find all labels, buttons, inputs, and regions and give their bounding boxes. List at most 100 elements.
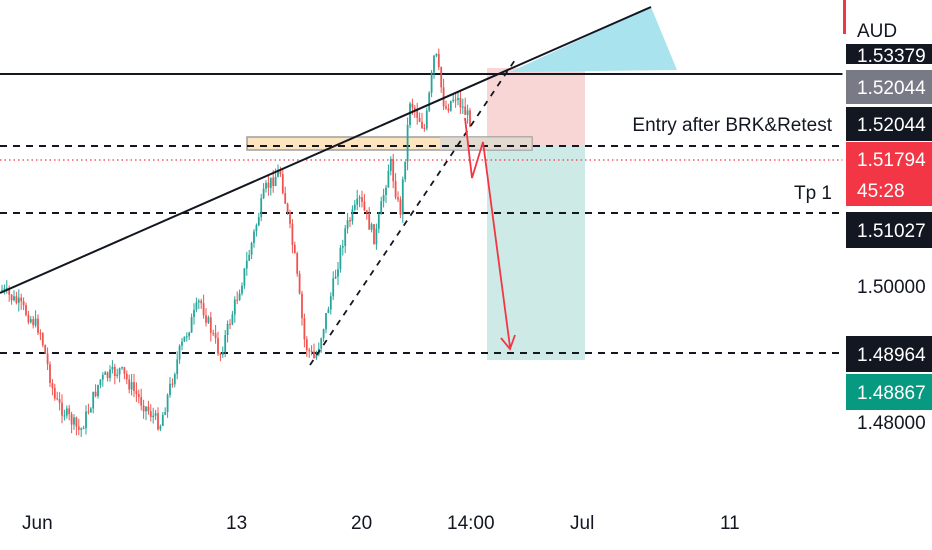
candle-body (375, 228, 378, 245)
candle-body (265, 182, 267, 189)
candle-body (70, 414, 73, 425)
candle-body (423, 128, 426, 130)
candle-body (13, 296, 15, 301)
candle-body (329, 296, 332, 310)
candle-body (58, 399, 61, 403)
candle-body (46, 353, 49, 365)
candle-body (277, 170, 279, 177)
candle-body (413, 107, 416, 111)
candle-body (75, 417, 78, 427)
price-axis[interactable]: AUD 1.53379 1.52044 1.52044 1.51794 45:2… (842, 0, 932, 500)
time-axis[interactable]: Jun 13 20 14:00 Jul 11 (0, 499, 932, 534)
candle-body (301, 293, 303, 319)
candle-body (22, 301, 25, 306)
candle-body (387, 170, 390, 188)
candle-body (339, 247, 342, 270)
candle-body (178, 345, 181, 360)
candle-body (202, 303, 205, 316)
candle-body (85, 411, 87, 429)
candle-body (142, 405, 145, 412)
candle-body (344, 228, 347, 246)
candle-body (185, 336, 188, 338)
candle-body (466, 110, 469, 115)
candle-body (205, 315, 207, 323)
candle-body (245, 260, 248, 269)
candle-body (449, 101, 452, 111)
candle-body (133, 382, 135, 391)
candle-body (332, 278, 335, 297)
candle-body (421, 121, 423, 129)
candle-body (183, 336, 186, 342)
price-tick-1: 1.50000 (857, 277, 926, 298)
candle-body (125, 373, 128, 380)
retest-zone-gray (440, 137, 532, 150)
time-label-13: 13 (226, 513, 247, 534)
candle-body (346, 220, 349, 229)
price-badge-current (846, 142, 932, 206)
candle-body (145, 406, 147, 412)
candle-body (176, 359, 179, 375)
candle-body (80, 428, 83, 430)
candle-body (51, 383, 54, 388)
candle-body (406, 125, 409, 162)
candle-body (161, 414, 164, 426)
candle-body (389, 159, 392, 171)
candle-body (445, 106, 447, 109)
candle-body (41, 333, 44, 346)
candle-body (229, 323, 231, 325)
candle-body (296, 253, 299, 274)
candle-body (39, 332, 42, 334)
candle-body (430, 72, 433, 93)
candle-body (154, 413, 157, 416)
alert-marker (843, 0, 846, 34)
candle-body (209, 317, 212, 333)
candle-body (464, 106, 467, 115)
candle-body (233, 299, 236, 315)
candle-body (409, 103, 411, 126)
candle-body (188, 332, 191, 337)
projection-arrow[interactable] (464, 117, 516, 351)
candle-body (219, 353, 222, 355)
candle-body (260, 198, 263, 218)
candle-body (128, 379, 131, 390)
candle-body (428, 92, 431, 111)
candle-body (281, 174, 284, 194)
candle-body (101, 374, 104, 380)
candle-body (334, 276, 337, 279)
candle-body (272, 177, 275, 186)
candle-body (291, 223, 294, 245)
candle-body (104, 372, 107, 375)
currency-label: AUD (857, 21, 897, 42)
price-badge-top-text: 1.53379 (857, 46, 926, 67)
candle-body (15, 296, 18, 303)
candle-body (113, 366, 116, 376)
candle-body (253, 231, 255, 244)
loss-zone[interactable] (487, 68, 585, 146)
price-badge-entry (846, 107, 932, 141)
time-label-jun: Jun (22, 513, 53, 534)
candle-body (310, 350, 313, 352)
candle-body (373, 224, 375, 245)
candle-body (99, 379, 102, 386)
cyan-projection-shape[interactable] (510, 7, 677, 72)
candle-body (106, 372, 109, 378)
time-label-11: 11 (720, 513, 740, 534)
candle-body (308, 350, 311, 352)
candle-body (440, 67, 443, 88)
ascending-trendline[interactable] (0, 6, 652, 294)
candle-body (5, 288, 8, 290)
candle-body (224, 335, 227, 352)
profit-zone[interactable] (487, 146, 585, 360)
candle-body (269, 177, 272, 188)
price-badge-entry-text: 1.52044 (857, 115, 926, 136)
candle-body (10, 294, 13, 301)
candle-body (461, 106, 464, 108)
candle-body (248, 254, 251, 261)
candle-body (207, 317, 210, 323)
candle-body (25, 305, 27, 315)
candle-body (293, 244, 296, 254)
support-trendline[interactable] (309, 59, 516, 366)
candle-body (157, 413, 159, 430)
